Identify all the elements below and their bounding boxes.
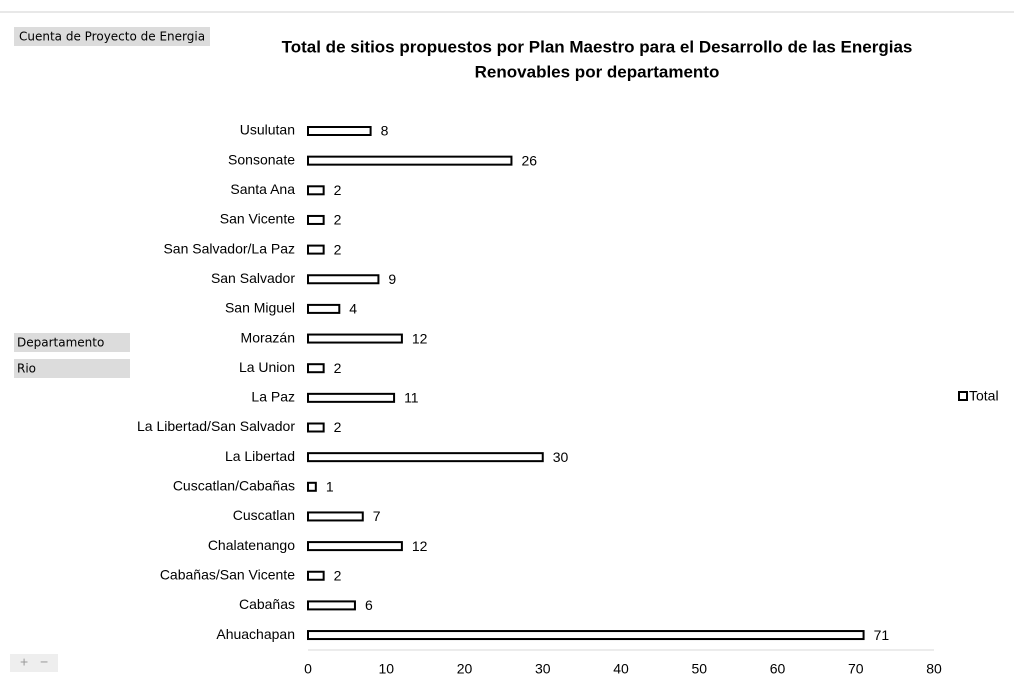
- data-label: 8: [381, 123, 389, 139]
- bar: [307, 600, 356, 611]
- y-tick-label: Cuscatlan/Cabañas: [173, 478, 295, 494]
- data-label: 30: [553, 449, 569, 465]
- bar: [307, 541, 403, 552]
- bar: [307, 630, 865, 641]
- zoom-in[interactable]: +: [20, 654, 28, 670]
- data-label: 12: [412, 538, 428, 554]
- y-tick-label: Cabañas/San Vicente: [160, 566, 295, 582]
- y-tick-label: La Paz: [251, 389, 295, 405]
- x-tick-label: 10: [378, 661, 394, 677]
- data-label: 11: [404, 390, 419, 406]
- bar: [307, 422, 325, 433]
- x-tick-label: 0: [304, 661, 312, 677]
- legend-label: Total: [969, 388, 999, 404]
- y-tick-label: Cuscatlan: [233, 507, 295, 523]
- bar: [307, 333, 403, 344]
- row-field-label: Rio: [17, 362, 36, 376]
- filter-button[interactable]: [14, 27, 210, 46]
- bar: [307, 244, 325, 255]
- zoom-controls: [10, 654, 58, 672]
- chart-title: Total de sitios propuestos por Plan Maes…: [282, 37, 913, 56]
- x-tick-label: 60: [770, 661, 786, 677]
- bar: [307, 155, 513, 166]
- y-tick-label: San Vicente: [220, 211, 295, 227]
- y-tick-label: San Miguel: [225, 300, 295, 316]
- x-tick-label: 30: [535, 661, 551, 677]
- row-field-button[interactable]: [14, 333, 130, 352]
- x-tick-label: 20: [457, 661, 473, 677]
- row-field-button[interactable]: [14, 359, 130, 378]
- bar: [307, 363, 325, 374]
- data-label: 2: [334, 360, 342, 376]
- y-tick-label: La Libertad/San Salvador: [137, 418, 295, 434]
- legend-swatch: [958, 391, 968, 401]
- y-tick-label: Chalatenango: [208, 537, 295, 553]
- data-label: 26: [521, 152, 537, 168]
- data-label: 12: [412, 330, 428, 346]
- y-tick-label: San Salvador: [211, 270, 295, 286]
- bar: [307, 452, 544, 463]
- x-tick-label: 70: [848, 661, 864, 677]
- bar: [307, 392, 396, 403]
- bar: [307, 274, 380, 285]
- data-label: 4: [349, 301, 357, 317]
- chart-title: Renovables por departamento: [475, 62, 720, 81]
- filter-button-label: Cuenta de Proyecto de Energia: [19, 30, 205, 44]
- data-label: 9: [388, 271, 396, 287]
- data-label: 7: [373, 508, 381, 524]
- data-label: 1: [326, 479, 334, 495]
- zoom-out[interactable]: −: [40, 654, 48, 670]
- y-tick-label: Morazán: [241, 329, 295, 345]
- x-tick-label: 50: [691, 661, 707, 677]
- row-field-label: Departamento: [17, 336, 104, 350]
- data-label: 2: [334, 419, 342, 435]
- x-tick-label: 80: [926, 661, 942, 677]
- y-tick-label: Sonsonate: [228, 151, 295, 167]
- data-label: 2: [334, 241, 342, 257]
- y-tick-label: San Salvador/La Paz: [163, 240, 295, 256]
- bar: [307, 126, 372, 136]
- bar: [307, 481, 317, 492]
- y-tick-label: La Union: [239, 359, 295, 375]
- y-tick-label: Usulutan: [240, 122, 295, 138]
- bar: [307, 303, 341, 314]
- y-tick-label: Ahuachapan: [216, 626, 295, 642]
- y-tick-label: Santa Ana: [230, 181, 295, 197]
- bar: [307, 214, 325, 225]
- data-label: 2: [334, 567, 342, 583]
- bar: [307, 511, 364, 522]
- data-label: 2: [334, 212, 342, 228]
- data-label: 71: [874, 627, 890, 643]
- y-tick-label: Cabañas: [239, 596, 295, 612]
- bar: [307, 185, 325, 196]
- bar: [307, 570, 325, 581]
- data-label: 6: [365, 597, 373, 613]
- data-label: 2: [334, 182, 342, 198]
- y-tick-label: La Libertad: [225, 448, 295, 464]
- x-tick-label: 40: [613, 661, 629, 677]
